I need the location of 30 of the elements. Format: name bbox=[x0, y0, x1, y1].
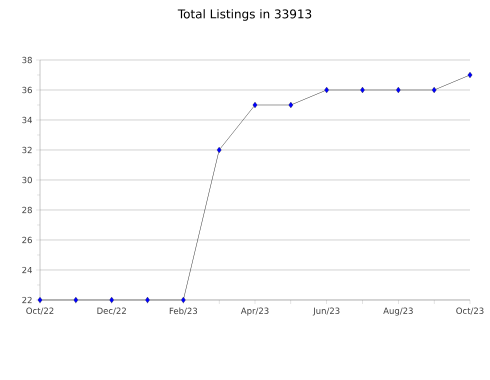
y-tick-label: 32 bbox=[22, 146, 32, 154]
x-tick-label: Feb/23 bbox=[170, 308, 198, 315]
y-tick-label: 30 bbox=[22, 176, 32, 184]
point bbox=[324, 86, 330, 94]
y-tick-label: 26 bbox=[22, 236, 32, 244]
x-tick-label: Dec/22 bbox=[97, 308, 126, 315]
chart-title: Total Listings in 33913 bbox=[178, 9, 312, 21]
y-tick-label: 28 bbox=[22, 206, 32, 214]
x-tick-label: Jun/23 bbox=[312, 308, 340, 316]
point bbox=[468, 72, 472, 78]
point bbox=[396, 86, 401, 94]
x-tick-label: Oct/23 bbox=[456, 308, 484, 315]
point bbox=[252, 102, 258, 108]
point bbox=[38, 296, 42, 304]
y-tick-label: 24 bbox=[22, 266, 32, 274]
point bbox=[216, 146, 222, 154]
x-tick-label: Oct/22 bbox=[26, 308, 54, 315]
y-tick-label: 34 bbox=[22, 116, 32, 124]
point bbox=[145, 296, 150, 304]
point bbox=[432, 86, 437, 94]
point bbox=[180, 296, 186, 304]
y-tick-label: 38 bbox=[22, 56, 32, 64]
point bbox=[360, 86, 365, 94]
y-tick-label: 22 bbox=[22, 296, 32, 304]
x-tick-label: Aug/23 bbox=[383, 308, 413, 316]
point bbox=[288, 102, 294, 108]
x-tick-label: Apr/23 bbox=[240, 308, 269, 316]
point bbox=[73, 296, 78, 304]
point bbox=[109, 296, 114, 304]
y-tick-label: 36 bbox=[22, 86, 32, 94]
